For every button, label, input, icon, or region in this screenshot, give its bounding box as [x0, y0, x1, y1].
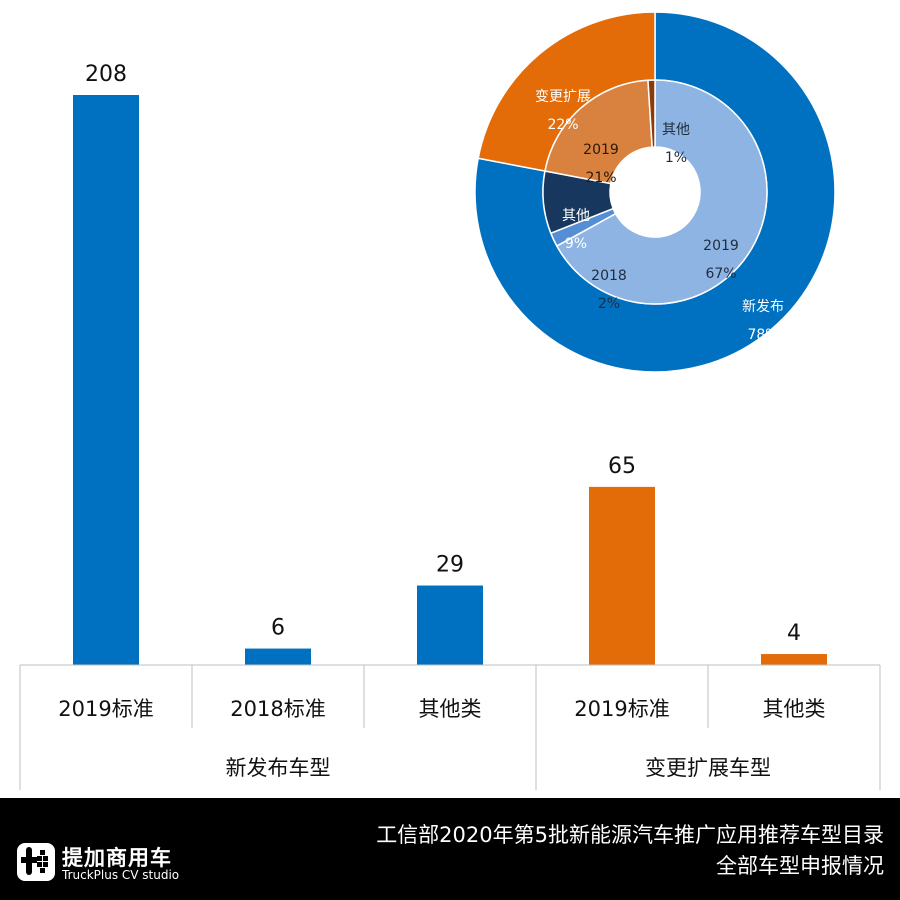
category-tick-label: 2018标准 [230, 697, 325, 721]
outer-label-name: 变更扩展 [535, 89, 591, 105]
bar-value-label: 65 [608, 454, 636, 479]
inner-label-name: 其他 [662, 122, 690, 138]
inner-label-percent: 2% [598, 296, 620, 312]
group-label: 新发布车型 [226, 756, 331, 780]
inner-label-name: 2018 [591, 268, 627, 284]
brand-name-en: TruckPlus CV studio [62, 868, 180, 882]
outer-label-name: 新发布 [742, 299, 784, 315]
category-tick-label: 其他类 [763, 697, 826, 721]
inner-label-percent: 21% [585, 170, 616, 186]
outer-label-percent: 22% [547, 117, 578, 133]
inner-label-name: 2019 [583, 142, 619, 158]
inner-ring-slice [555, 79, 768, 305]
category-tick-label: 其他类 [419, 697, 482, 721]
bar-chart: 208 6 29 65 4 [73, 62, 827, 665]
group-label: 变更扩展车型 [645, 756, 771, 780]
bar-value-label: 6 [271, 616, 285, 641]
inner-label-percent: 67% [705, 266, 736, 282]
chart-subtitle: 全部车型申报情况 [716, 854, 884, 878]
category-tick-label: 2019标准 [574, 697, 669, 721]
brand-name-cn: 提加商用车 [62, 846, 172, 870]
inner-label-name: 2019 [703, 238, 739, 254]
bar [245, 648, 311, 665]
bar-value-label: 208 [85, 62, 127, 87]
outer-label-percent: 78% [747, 327, 778, 343]
bar [761, 654, 827, 665]
donut-chart: 新发布 78% 变更扩展 22% 2019 67% 2018 2% 其他 9% 2019 21% 其他 1… [474, 11, 836, 373]
bar [589, 486, 655, 665]
bar-value-label: 4 [787, 621, 801, 646]
footer-banner [0, 798, 900, 900]
bar [417, 585, 483, 665]
brand-logo-icon [17, 843, 55, 881]
chart-title: 工信部2020年第5批新能源汽车推广应用推荐车型目录 [376, 823, 884, 847]
inner-label-percent: 9% [565, 236, 587, 252]
inner-label-percent: 1% [665, 150, 687, 166]
bar-value-label: 29 [436, 553, 464, 578]
category-tick-label: 2019标准 [58, 697, 153, 721]
inner-label-name: 其他 [562, 208, 590, 224]
inner-ring-slice [647, 79, 656, 148]
bar [73, 95, 139, 665]
inner-ring-slice [544, 79, 653, 185]
